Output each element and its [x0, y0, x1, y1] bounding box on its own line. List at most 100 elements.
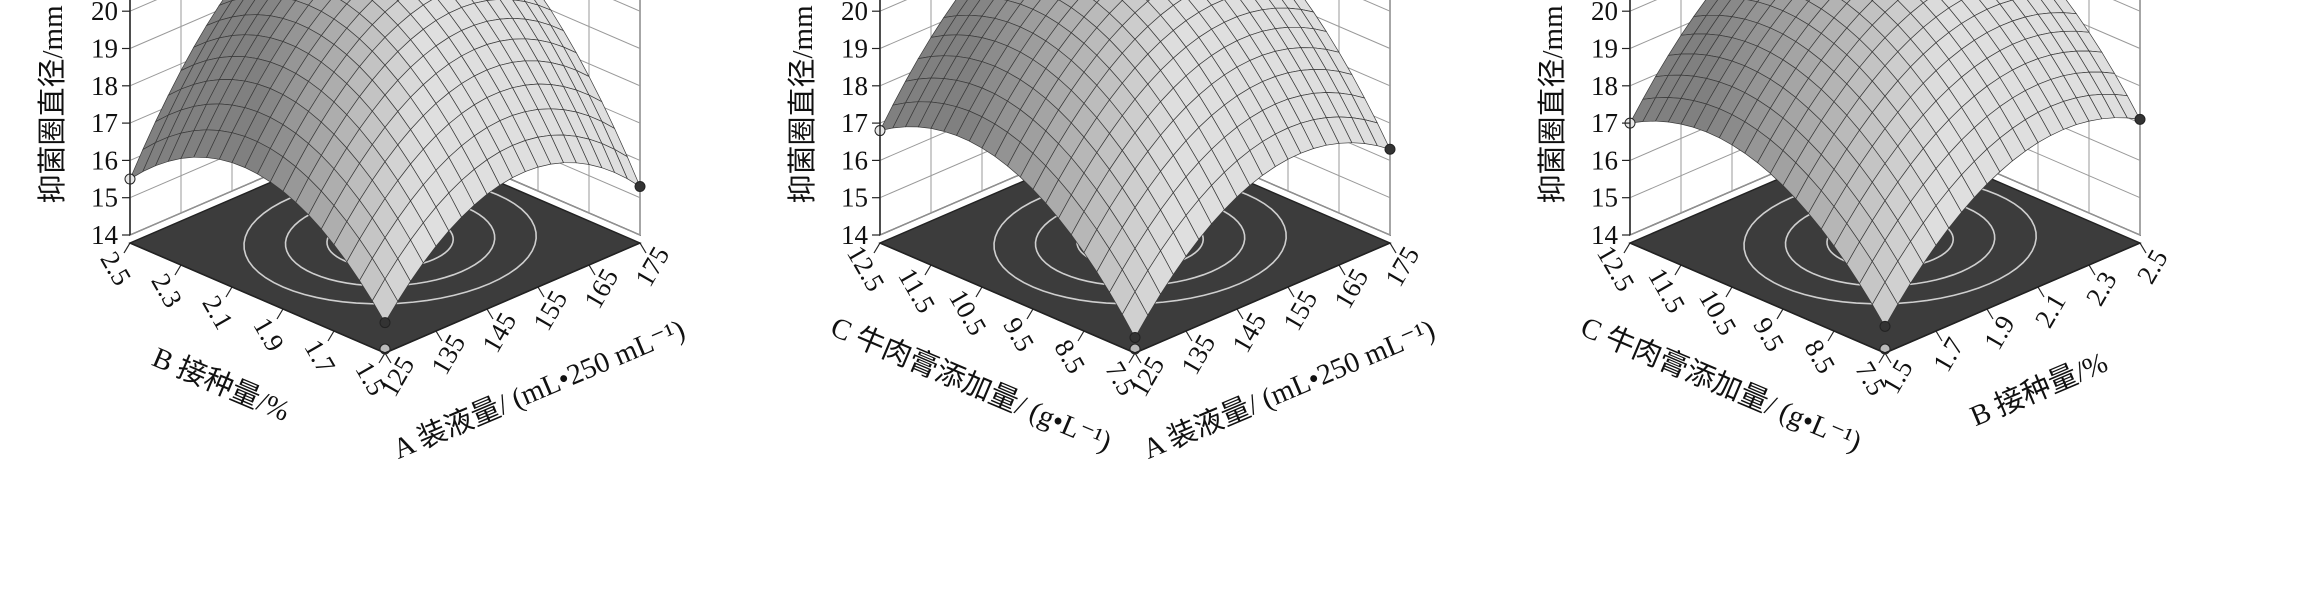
right-axis-title: A 装液量/ (mL•250 mL⁻¹): [1138, 313, 1440, 466]
right-axis-tick-mark-1: [1185, 330, 1193, 342]
right-axis-tick-label: 2.1: [2029, 288, 2072, 332]
surface-cell-0-0: [1121, 291, 1149, 339]
z-tick-label: 19: [841, 34, 868, 64]
right-axis-tick-label: 155: [1277, 285, 1323, 335]
right-axis-tick-mark-0: [384, 352, 392, 364]
left-axis-tick-mark-1: [1077, 330, 1085, 342]
corner-marker-front: [379, 317, 391, 329]
left-axis-tick-mark-5: [873, 242, 881, 254]
surface-plot-a-b: 1415161718192021抑菌圈直径/mm1251351451551651…: [36, 0, 690, 466]
left-axis-tick-label: 11.5: [892, 263, 941, 318]
left-axis-tick-label: 1.9: [247, 312, 290, 356]
z-tick-label: 16: [1591, 145, 1618, 175]
surface-cell-0-0: [371, 278, 399, 324]
right-axis-tick-label: 165: [1328, 263, 1374, 313]
left-axis-tick-mark-3: [975, 286, 983, 298]
right-axis-tick-label: 175: [629, 241, 675, 291]
z-tick-label: 17: [1591, 108, 1618, 138]
left-axis-tick-mark-2: [276, 308, 284, 320]
left-axis-tick-label: 9.5: [1747, 312, 1790, 356]
z-tick-label: 17: [91, 108, 118, 138]
surface-cell-11-8: [1919, 0, 1928, 4]
left-axis-tick-label: 8.5: [1048, 334, 1091, 378]
left-axis-tick-mark-4: [1674, 264, 1682, 276]
z-tick-label: 15: [841, 183, 868, 213]
left-axis-title: B 接种量/%: [148, 341, 295, 428]
corner-marker-right: [2134, 113, 2146, 125]
left-axis-tick-label: 9.5: [997, 312, 1040, 356]
left-axis-tick-mark-0: [1128, 352, 1136, 364]
left-axis-tick-mark-0: [378, 352, 386, 364]
right-axis-tick-label: 1.7: [1927, 332, 1970, 376]
right-axis-tick-mark-4: [2088, 264, 2096, 276]
right-axis-tick-mark-1: [1935, 330, 1943, 342]
z-tick-label: 20: [1591, 0, 1618, 26]
right-axis-tick-mark-3: [1287, 286, 1295, 298]
right-axis-tick-label: 155: [527, 285, 573, 335]
left-axis-tick-mark-5: [1623, 242, 1631, 254]
z-tick-label: 16: [841, 145, 868, 175]
z-tick-label: 16: [91, 145, 118, 175]
right-axis-tick-label: 135: [1175, 329, 1221, 379]
right-axis-tick-mark-5: [2139, 242, 2147, 254]
left-axis-tick-mark-3: [225, 286, 233, 298]
right-axis-tick-mark-2: [1236, 308, 1244, 320]
left-axis-tick-mark-1: [327, 330, 335, 342]
right-axis-tick-label: 135: [425, 329, 471, 379]
left-axis-tick-mark-5: [123, 242, 131, 254]
left-axis-tick-mark-4: [924, 264, 932, 276]
left-axis-tick-mark-0: [1878, 352, 1886, 364]
surface-plot-a-c: 1415161718192021抑菌圈直径/mm1251351451551651…: [786, 0, 1440, 466]
z-tick-label: 19: [91, 34, 118, 64]
right-axis-title: A 装液量/ (mL•250 mL⁻¹): [388, 313, 690, 466]
right-axis-tick-label: 175: [1379, 241, 1425, 291]
corner-marker-right: [1384, 143, 1396, 155]
corner-marker-front: [1129, 332, 1141, 344]
z-tick-label: 18: [1591, 71, 1618, 101]
right-axis-tick-mark-4: [1338, 264, 1346, 276]
right-axis-tick-mark-2: [1986, 308, 1994, 320]
corner-marker-right: [634, 181, 646, 193]
right-axis-tick-mark-5: [1389, 242, 1397, 254]
right-axis-tick-label: 2.5: [2131, 244, 2174, 288]
right-axis-tick-mark-0: [1134, 352, 1142, 364]
z-axis-title: 抑菌圈直径/mm: [36, 5, 69, 204]
z-tick-label: 19: [1591, 34, 1618, 64]
surface-plot-b-c: 1415161718192021抑菌圈直径/mm1.51.71.92.12.32…: [1536, 0, 2174, 458]
left-axis-tick-mark-4: [174, 264, 182, 276]
right-axis-tick-label: 145: [1226, 307, 1272, 357]
right-axis-tick-mark-3: [537, 286, 545, 298]
right-axis-tick-label: 1.9: [1978, 310, 2021, 354]
z-axis-title: 抑菌圈直径/mm: [1536, 5, 1569, 204]
surface-cell-0-0: [1871, 281, 1899, 328]
right-axis-tick-mark-3: [2037, 286, 2045, 298]
right-axis-tick-label: 2.3: [2080, 266, 2123, 310]
base-front-edges: [879, 242, 1391, 354]
z-tick-label: 15: [1591, 183, 1618, 213]
left-axis-tick-label: 8.5: [1798, 334, 1841, 378]
left-axis-tick-label: 2.1: [196, 290, 239, 334]
left-axis-tick-mark-2: [1776, 308, 1784, 320]
surface-cell-8-11: [1841, 0, 1851, 4]
left-axis-tick-label: 7.5: [1849, 356, 1892, 400]
surface-cell-8-11: [339, 0, 351, 5]
right-axis-tick-mark-4: [588, 264, 596, 276]
z-tick-label: 18: [91, 71, 118, 101]
left-axis-tick-mark-3: [1725, 286, 1733, 298]
z-tick-label: 14: [1591, 220, 1619, 250]
surface-cell-8-11: [1092, 0, 1100, 3]
right-axis-tick-mark-5: [639, 242, 647, 254]
left-axis-tick-label: 10.5: [1693, 285, 1743, 341]
left-axis-tick-label: 1.7: [298, 334, 341, 378]
z-tick-label: 20: [91, 0, 118, 26]
z-tick-label: 17: [841, 108, 868, 138]
z-tick-label: 15: [91, 183, 118, 213]
left-axis-tick-label: 10.5: [943, 285, 993, 341]
right-axis-title: B 接种量/%: [1965, 346, 2112, 433]
right-axis-tick-label: 145: [476, 307, 522, 357]
left-axis-tick-label: 2.3: [145, 268, 188, 312]
left-axis-tick-mark-2: [1026, 308, 1034, 320]
z-tick-label: 20: [841, 0, 868, 26]
left-axis-tick-label: 2.5: [94, 246, 137, 290]
left-axis-tick-label: 11.5: [1642, 263, 1691, 318]
